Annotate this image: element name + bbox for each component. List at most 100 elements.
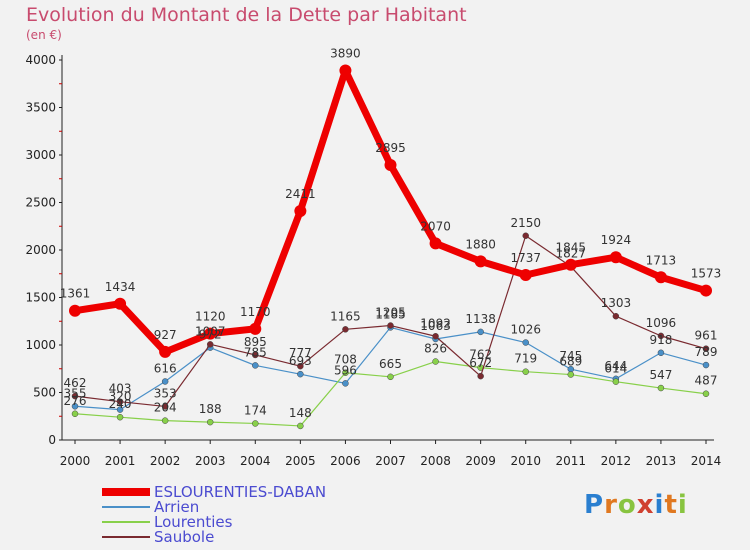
y-tick-label: 0 — [48, 433, 56, 447]
x-tick-label: 2000 — [60, 454, 91, 468]
data-label-0: 2895 — [375, 141, 406, 155]
legend-label: ESLOURENTIES-DABAN — [154, 483, 326, 501]
series-point-2 — [612, 378, 620, 385]
data-label-3: 1827 — [556, 246, 587, 260]
x-tick-label: 2013 — [646, 454, 677, 468]
series-point-1 — [161, 378, 169, 385]
series-point-0 — [700, 284, 712, 297]
y-tick-label: 2000 — [25, 243, 56, 257]
data-label-0: 2070 — [420, 219, 451, 233]
data-label-3: 1096 — [646, 316, 677, 330]
series-point-2 — [387, 373, 394, 381]
tick-labels: 0 500 1000 1500 2000 2500 3000 3500 4000 2000 2001… — [25, 53, 721, 468]
data-label-1: 1138 — [465, 312, 496, 326]
legend-label: Arrien — [154, 498, 199, 516]
series-point-3 — [432, 333, 439, 340]
series-point-0 — [519, 268, 532, 281]
data-label-1: 693 — [289, 354, 312, 368]
brand-letter: x — [636, 490, 655, 520]
legend-label: Saubole — [154, 528, 214, 546]
data-label-0: 1924 — [601, 233, 632, 247]
legend: ESLOURENTIES-DABANArrienLourentiesSaubol… — [102, 483, 326, 546]
series-point-2 — [206, 418, 214, 426]
data-label-0: 1737 — [510, 251, 541, 265]
brand-letter: o — [617, 490, 637, 520]
x-tick-label: 2012 — [601, 454, 632, 468]
series-point-2 — [567, 371, 575, 378]
x-tick-label: 2010 — [510, 454, 541, 468]
data-label-1: 1063 — [420, 319, 451, 333]
series-point-0 — [429, 237, 442, 250]
data-label-0: 1845 — [556, 241, 587, 255]
series-point-0 — [204, 327, 217, 340]
axes — [61, 55, 714, 441]
brand-logo: Proxiti — [584, 490, 688, 520]
data-label-2: 708 — [334, 353, 357, 367]
brand-letter: r — [604, 490, 618, 520]
chart-title: Evolution du Montant de la Dette par Hab… — [26, 4, 467, 26]
data-label-1: 596 — [334, 363, 357, 377]
data-label-3: 1165 — [330, 309, 361, 323]
series-point-0 — [294, 204, 307, 217]
series-point-0 — [384, 158, 397, 171]
series-point-2 — [342, 369, 349, 376]
data-label-2: 614 — [604, 362, 627, 376]
x-tick-label: 2011 — [556, 454, 587, 468]
series-point-0 — [654, 271, 667, 284]
series-point-1 — [116, 406, 124, 413]
data-label-0: 927 — [154, 328, 177, 342]
data-label-3: 2150 — [510, 216, 541, 230]
series-point-2 — [432, 358, 439, 365]
y-tick-label: 500 — [33, 386, 56, 400]
data-label-1: 320 — [109, 390, 132, 404]
data-label-3: 1205 — [375, 306, 406, 320]
series-point-0 — [609, 251, 622, 264]
data-label-3: 895 — [244, 335, 267, 349]
data-label-0: 1713 — [646, 253, 677, 267]
data-label-3: 672 — [469, 356, 492, 370]
x-tick-label: 2003 — [195, 454, 226, 468]
series-point-1 — [297, 370, 304, 378]
x-tick-label: 2002 — [150, 454, 181, 468]
series-point-3 — [342, 326, 349, 333]
chart-subtitle: (en €) — [26, 28, 62, 42]
series-point-3 — [477, 372, 484, 380]
series-point-3 — [161, 403, 169, 410]
data-label-2: 762 — [469, 348, 492, 362]
series-point-2 — [161, 417, 169, 424]
data-label-1: 1185 — [375, 307, 406, 321]
data-label-2: 665 — [379, 357, 402, 371]
series-point-3 — [206, 341, 214, 348]
data-label-2: 826 — [424, 342, 447, 356]
series-point-2 — [702, 390, 710, 397]
x-tick-label: 2014 — [691, 454, 722, 468]
series-point-0 — [69, 304, 81, 317]
data-label-2: 188 — [199, 402, 222, 416]
data-label-1: 972 — [199, 328, 222, 342]
data-label-1: 1026 — [510, 323, 541, 337]
series-point-2 — [252, 420, 259, 427]
series-point-1 — [71, 403, 79, 410]
series-point-0 — [249, 322, 262, 335]
y-tick-label: 3000 — [25, 148, 56, 162]
data-label-1: 355 — [64, 386, 87, 400]
series-point-2 — [657, 384, 665, 392]
data-label-3: 1007 — [195, 324, 226, 338]
data-label-2: 689 — [559, 355, 582, 369]
y-tick-label: 1000 — [25, 338, 56, 352]
x-tick-label: 2004 — [240, 454, 271, 468]
data-label-0: 1573 — [691, 267, 722, 281]
data-label-2: 547 — [649, 368, 672, 382]
data-label-2: 174 — [244, 403, 267, 417]
series-point-3 — [387, 322, 394, 329]
brand-letter: t — [664, 490, 678, 520]
data-label-1: 789 — [695, 345, 718, 359]
brand-letter: P — [584, 490, 605, 520]
series-point-3 — [657, 332, 665, 340]
data-label-0: 3890 — [330, 46, 361, 60]
data-label-1: 616 — [154, 361, 177, 375]
series-point-3 — [702, 345, 710, 352]
y-tick-label: 4000 — [25, 53, 56, 67]
series-lines — [69, 64, 712, 430]
